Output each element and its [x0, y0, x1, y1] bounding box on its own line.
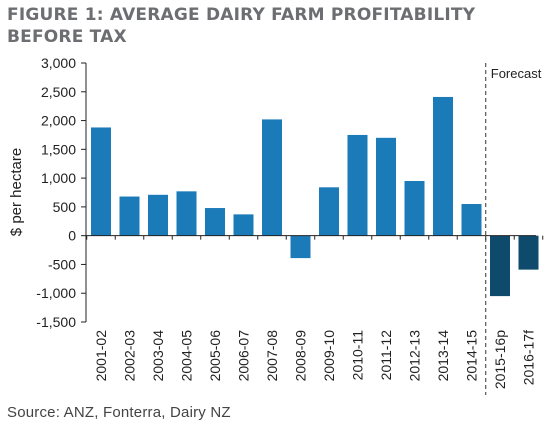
axes	[81, 62, 544, 323]
bar	[376, 137, 396, 236]
x-tick-label: 2001-02	[93, 330, 109, 382]
x-tick-label: 2014-15	[464, 330, 480, 382]
y-axis-title: $ per hectare	[8, 148, 25, 236]
x-tick-label: 2002-03	[122, 330, 138, 382]
x-tick-label: 2013-14	[435, 330, 451, 382]
bar	[404, 180, 425, 236]
x-tick-label: 2008-09	[293, 330, 309, 382]
x-tick-label: 2006-07	[236, 330, 252, 382]
x-tick-label: 2004-05	[179, 330, 195, 382]
bar	[262, 119, 282, 236]
bar	[205, 208, 225, 236]
x-tick-label: 2009-10	[321, 330, 337, 382]
x-tick-label: 2016-17f	[521, 330, 537, 385]
bars	[91, 96, 539, 297]
y-tick-label: 2,500	[41, 84, 76, 100]
bar	[290, 235, 311, 259]
bar	[433, 96, 453, 236]
forecast-bar	[518, 235, 539, 270]
bar	[119, 196, 140, 236]
y-tick-labels: -1,500 -1,000 -500 0 500 1,000 1,500 2,000 2,500…	[36, 55, 76, 330]
x-tick-label: 2012-13	[407, 330, 423, 382]
x-tick-label: 2011-12	[378, 330, 394, 381]
x-tick-label: 2003-04	[150, 330, 166, 382]
x-tick-label: 2010-11	[350, 330, 366, 381]
y-tick-label: -500	[48, 256, 76, 272]
bar	[461, 204, 482, 236]
x-tick-label: 2007-08	[264, 330, 280, 382]
y-tick-label: -1,500	[36, 314, 76, 330]
y-tick-label: 1,500	[41, 141, 76, 157]
forecast-label: Forecast	[491, 66, 542, 81]
bar	[233, 214, 254, 236]
y-tick-label: 0	[68, 228, 76, 244]
x-tick-label: 2005-06	[207, 330, 223, 382]
chart-title: FIGURE 1: AVERAGE DAIRY FARM PROFITABILI…	[7, 5, 476, 47]
y-tick-label: 500	[53, 199, 77, 215]
bar	[319, 187, 339, 236]
bar	[91, 127, 111, 236]
x-tick-labels: 2001-02 2002-03 2003-04 2004-05 2005-06 2006-…	[93, 330, 537, 389]
y-tick-label: 1,000	[41, 170, 76, 186]
y-tick-label: -1,000	[36, 285, 76, 301]
bar	[148, 194, 168, 236]
y-tick-label: 3,000	[41, 55, 76, 71]
x-tick-label: 2015-16p	[492, 330, 508, 389]
bar	[347, 134, 368, 236]
bar	[176, 191, 197, 236]
forecast-bar	[490, 235, 510, 297]
source-note: Source: ANZ, Fonterra, Dairy NZ	[7, 404, 231, 421]
y-tick-label: 2,000	[41, 113, 76, 129]
